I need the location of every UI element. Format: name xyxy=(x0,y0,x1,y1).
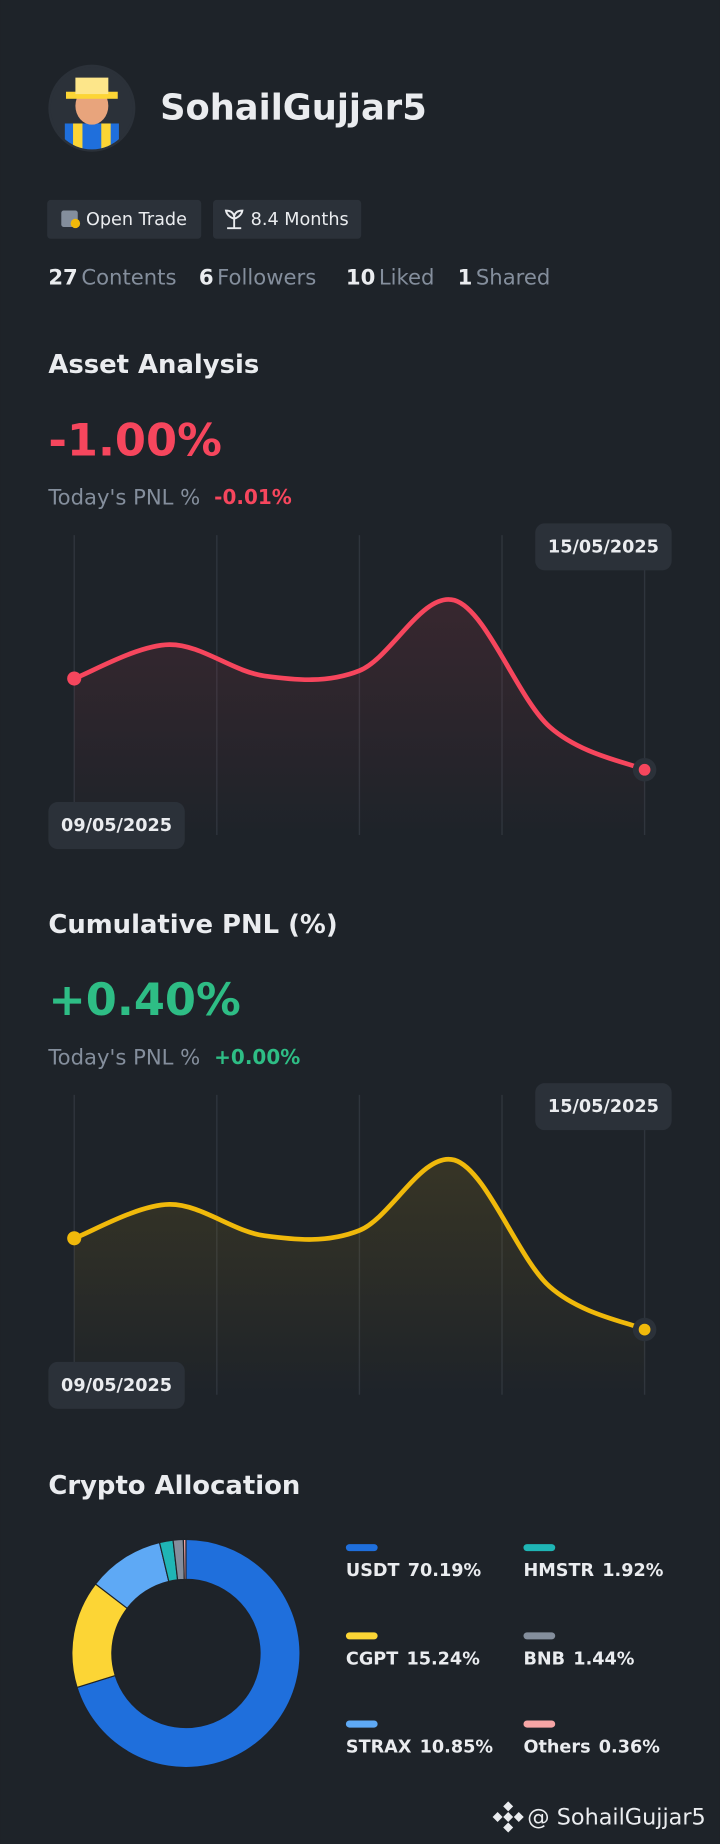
legend-value: 10.85% xyxy=(420,1738,494,1758)
footer-handle: @ SohailGujjar5 xyxy=(527,1805,705,1831)
legend-value: 0.36% xyxy=(599,1738,660,1758)
legend-value: 1.92% xyxy=(602,1561,663,1581)
legend-entry: CGPT 15.24% xyxy=(346,1649,480,1669)
date-box xyxy=(535,523,672,571)
legend-swatch xyxy=(523,1720,556,1728)
stat-value: 10 xyxy=(346,265,375,290)
start-point xyxy=(67,671,82,686)
line xyxy=(71,597,647,773)
badge-icon xyxy=(70,218,81,229)
legend-entry: HMSTR 1.92% xyxy=(523,1561,663,1581)
legend-swatch xyxy=(345,1544,378,1552)
today-label: Today's PNL % xyxy=(47,1044,200,1069)
stat-value: 1 xyxy=(458,265,473,290)
stats: 27 Contents 6 Followers 10 Liked 1 Shared xyxy=(48,265,550,290)
donut-slice xyxy=(76,1538,301,1769)
date-box xyxy=(535,1083,672,1131)
section-title: Asset Analysis xyxy=(48,350,259,380)
legend-name: STRAX xyxy=(346,1738,412,1758)
stat-label: Contents xyxy=(81,265,176,290)
charts: Asset Analysis -1.00% Today's PNL % -0.01% 0… xyxy=(47,350,672,1769)
line xyxy=(71,1156,647,1332)
badge-text: Open Trade xyxy=(86,210,187,230)
stat-label: Shared xyxy=(476,265,550,290)
legend-value: 70.19% xyxy=(408,1561,482,1581)
legend-value: 1.44% xyxy=(573,1649,634,1669)
stat: 1 Shared xyxy=(458,265,551,290)
today-value: -0.01% xyxy=(214,485,292,509)
badge-icon xyxy=(224,209,244,230)
date-box xyxy=(48,1361,185,1409)
start-point xyxy=(67,1231,82,1246)
date-label: 15/05/2025 xyxy=(548,537,659,557)
section-title: Cumulative PNL (%) xyxy=(48,910,337,940)
legend-swatch xyxy=(345,1720,378,1728)
stat: 27 Contents xyxy=(48,265,176,290)
today-value: +0.00% xyxy=(214,1045,300,1069)
headline: -1.00% xyxy=(48,414,222,466)
legend-name: USDT xyxy=(346,1561,400,1581)
stat-value: 27 xyxy=(48,265,77,290)
date-label: 15/05/2025 xyxy=(548,1097,659,1117)
end-point xyxy=(638,1323,651,1336)
legend-entry: STRAX 10.85% xyxy=(346,1738,494,1758)
legend-swatch xyxy=(345,1632,378,1640)
badge xyxy=(47,199,202,239)
legend-entry: BNB 1.44% xyxy=(523,1649,634,1669)
legend-swatch xyxy=(523,1544,556,1552)
avatar xyxy=(48,64,136,152)
section-title: Crypto Allocation xyxy=(48,1471,300,1501)
legend-name: HMSTR xyxy=(523,1561,594,1581)
end-point xyxy=(638,763,651,776)
stat-label: Followers xyxy=(217,265,316,290)
headline: +0.40% xyxy=(48,974,240,1026)
legend-name: CGPT xyxy=(346,1649,398,1669)
legend-entry: USDT 70.19% xyxy=(346,1561,482,1581)
stat: 10 Liked xyxy=(346,265,435,290)
date-label: 09/05/2025 xyxy=(61,816,172,836)
badge-text: 8.4 Months xyxy=(251,210,349,230)
stat-label: Liked xyxy=(379,265,435,290)
date-label: 09/05/2025 xyxy=(61,1376,172,1396)
legend-name: Others xyxy=(523,1738,590,1758)
date-box xyxy=(48,802,185,850)
legend-swatch xyxy=(523,1632,556,1640)
username: SohailGujjar5 xyxy=(160,87,427,128)
donut-slice xyxy=(182,1538,187,1581)
stat: 6 Followers xyxy=(199,265,316,290)
legend-entry: Others 0.36% xyxy=(523,1738,660,1758)
stat-value: 6 xyxy=(199,265,214,290)
today-label: Today's PNL % xyxy=(47,485,200,510)
legend-value: 15.24% xyxy=(406,1649,480,1669)
badge xyxy=(212,199,362,239)
legend-name: BNB xyxy=(523,1649,565,1669)
